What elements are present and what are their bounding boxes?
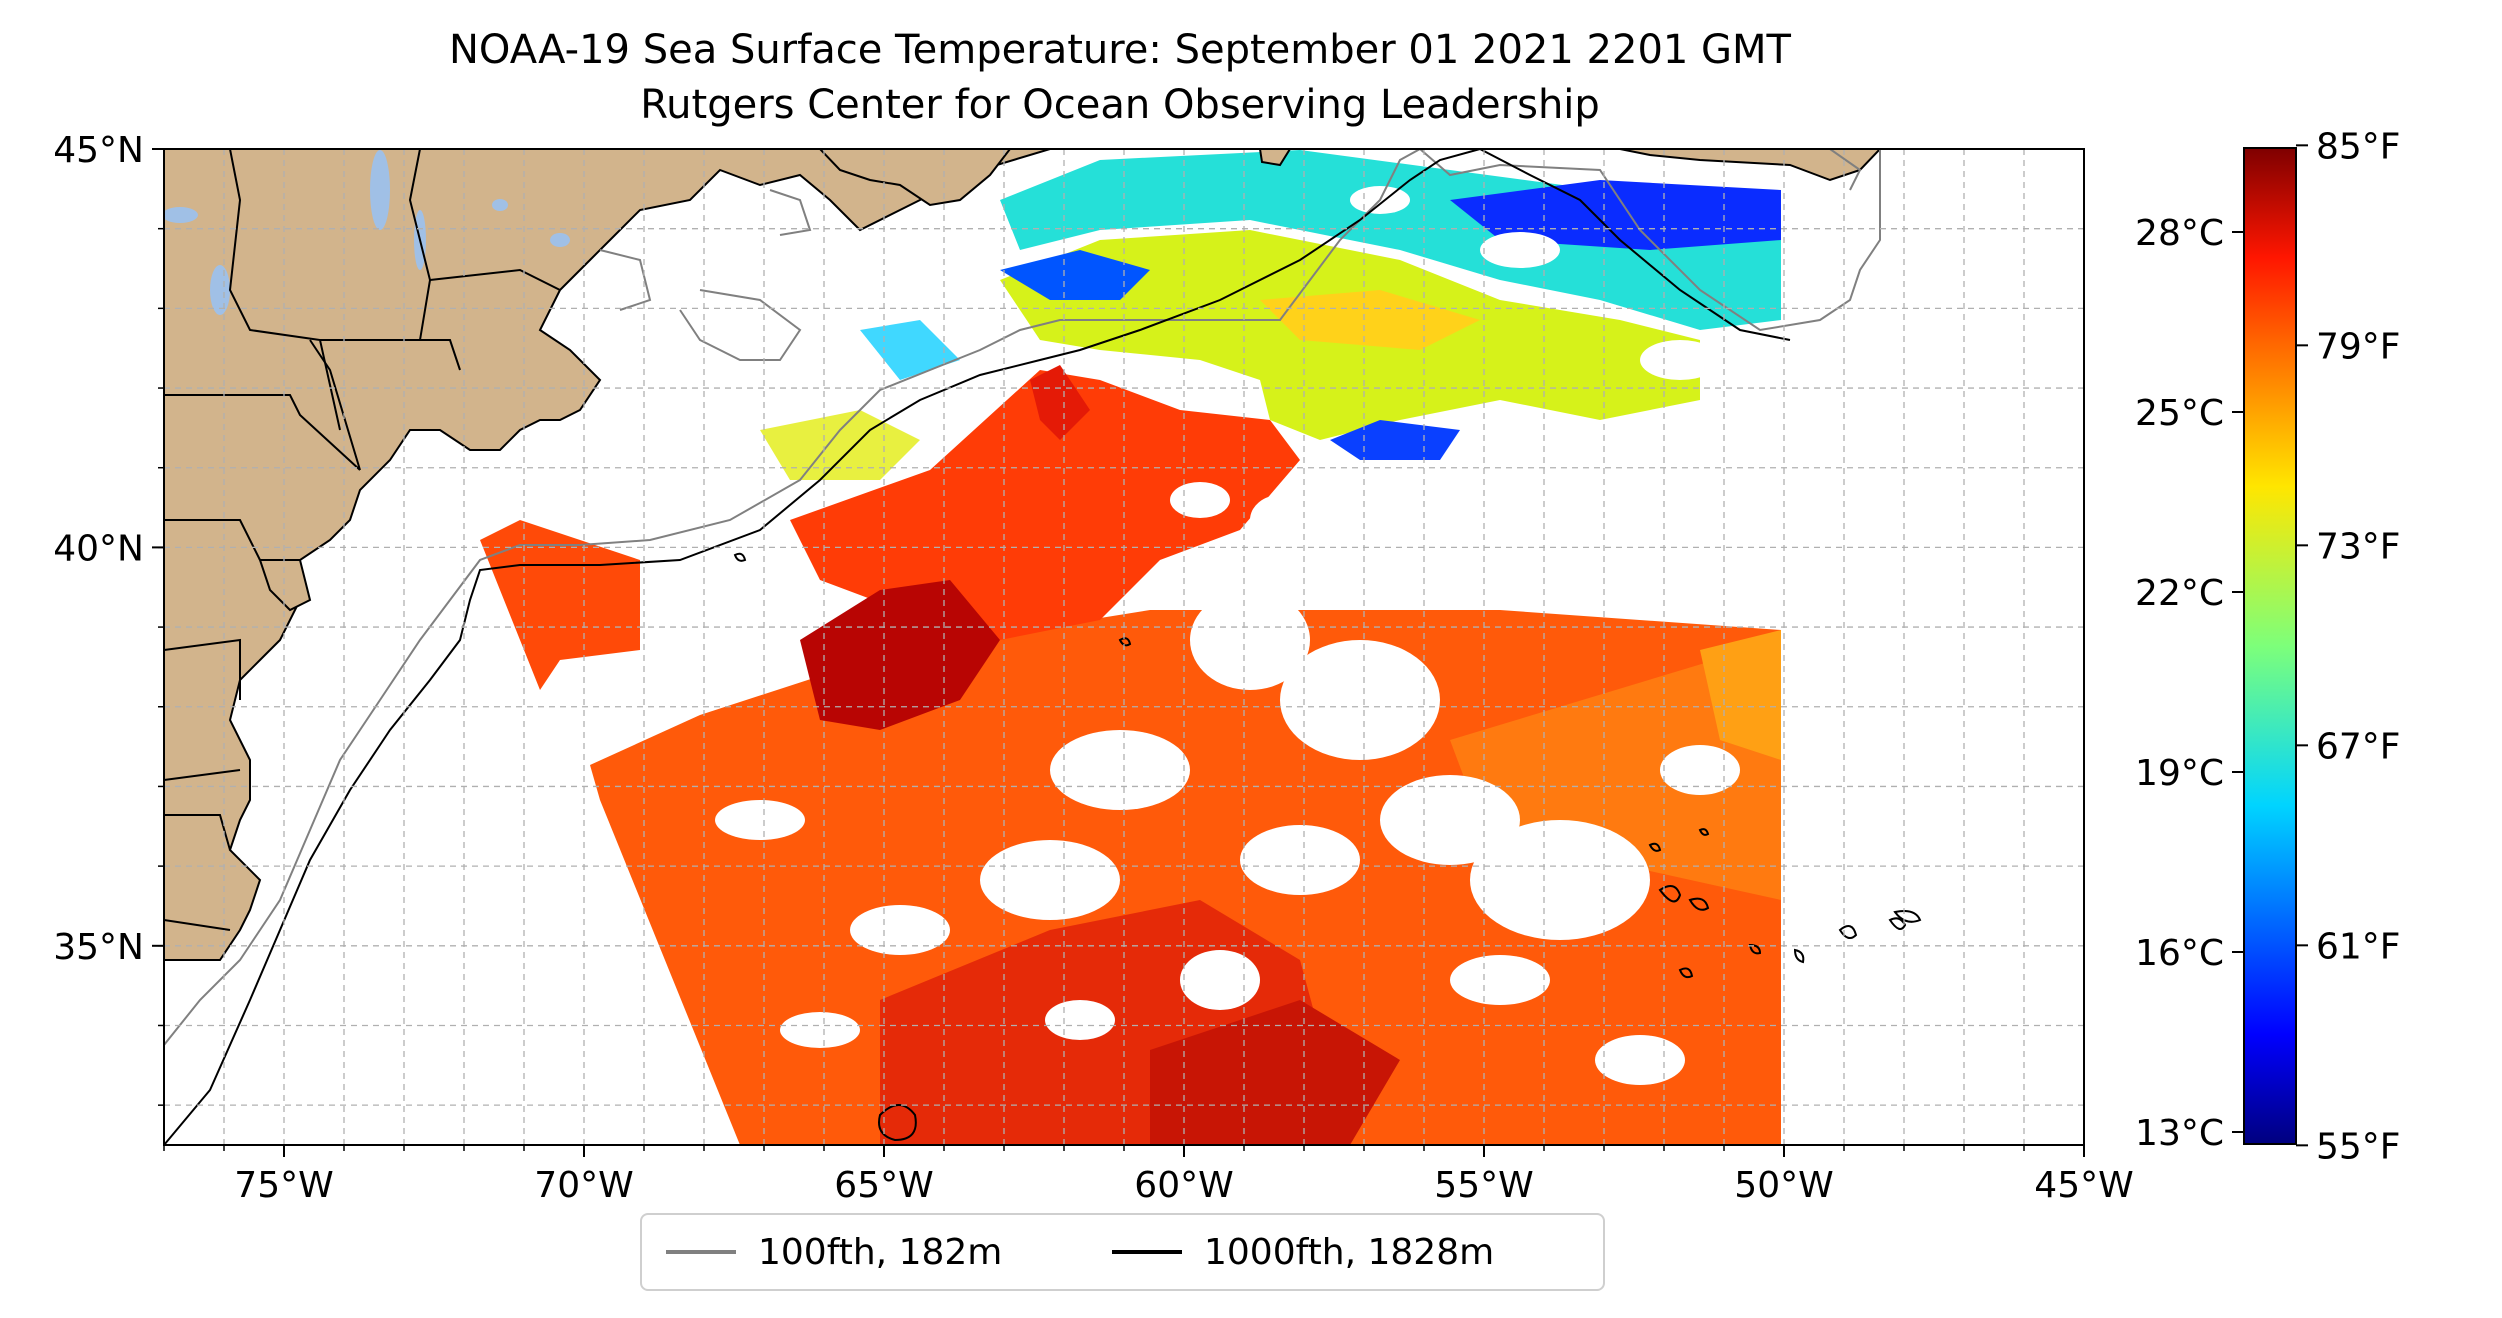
chart-title: NOAA-19 Sea Surface Temperature: Septemb… [449,27,1791,73]
colorbar-celsius-label: 28°C [2135,213,2224,254]
y-axis: 45°N 40°N 35°N [53,130,164,1106]
gridlines [164,149,2084,1145]
x-tick-label: 60°W [1134,1165,1233,1206]
isobath-100fth [164,149,1881,1046]
y-tick-label: 45°N [53,130,144,171]
x-tick-label: 50°W [1734,1165,1833,1206]
colorbar-celsius-label: 16°C [2135,933,2224,974]
colorbar [2243,147,2297,1145]
colorbar-celsius-ticks: 13°C 16°C 19°C 22°C 25°C 28°C [2135,213,2244,1154]
legend-label-1000fth: 1000fth, 1828m [1204,1231,1495,1273]
land [164,149,1882,961]
colorbar-fahrenheit-label: 61°F [2316,926,2401,967]
colorbar-fahrenheit-label: 85°F [2316,126,2401,167]
colorbar-celsius-label: 13°C [2135,1113,2224,1154]
x-tick-label: 70°W [534,1165,633,1206]
legend: 100fth, 182m 1000fth, 1828m [640,1213,1605,1291]
x-tick-label: 65°W [834,1165,933,1206]
sst-imagery [480,150,1781,1145]
colorbar-fahrenheit-label: 55°F [2316,1126,2401,1167]
x-tick-label: 45°W [2034,1165,2133,1206]
colorbar-celsius-label: 22°C [2135,573,2224,614]
isobath-1000fth [164,149,1922,1145]
x-tick-label: 75°W [234,1165,333,1206]
colorbar-fahrenheit-label: 67°F [2316,726,2401,767]
colorbar-fahrenheit-label: 73°F [2316,526,2401,567]
legend-swatch-1000fth [1112,1250,1182,1254]
state-borders [164,149,561,931]
legend-item-1000fth: 1000fth, 1828m [1112,1215,1494,1289]
colorbar-celsius-label: 25°C [2135,393,2224,434]
legend-swatch-100fth [666,1250,736,1254]
x-tick-label: 55°W [1434,1165,1533,1206]
legend-label-100fth: 100fth, 182m [758,1231,1003,1273]
legend-item-100fth: 100fth, 182m [666,1215,1002,1289]
x-axis: 75°W 70°W 65°W 60°W 55°W 50°W 45°W [163,1145,2134,1206]
colorbar-fahrenheit-ticks: 55°F 61°F 67°F 73°F 79°F 85°F [2296,126,2401,1167]
lakes [164,150,570,315]
colorbar-celsius-label: 19°C [2135,753,2224,794]
y-tick-label: 35°N [53,927,144,968]
chart-subtitle: Rutgers Center for Ocean Observing Leade… [640,82,1600,128]
y-tick-label: 40°N [53,528,144,569]
colorbar-fahrenheit-label: 79°F [2316,326,2401,367]
